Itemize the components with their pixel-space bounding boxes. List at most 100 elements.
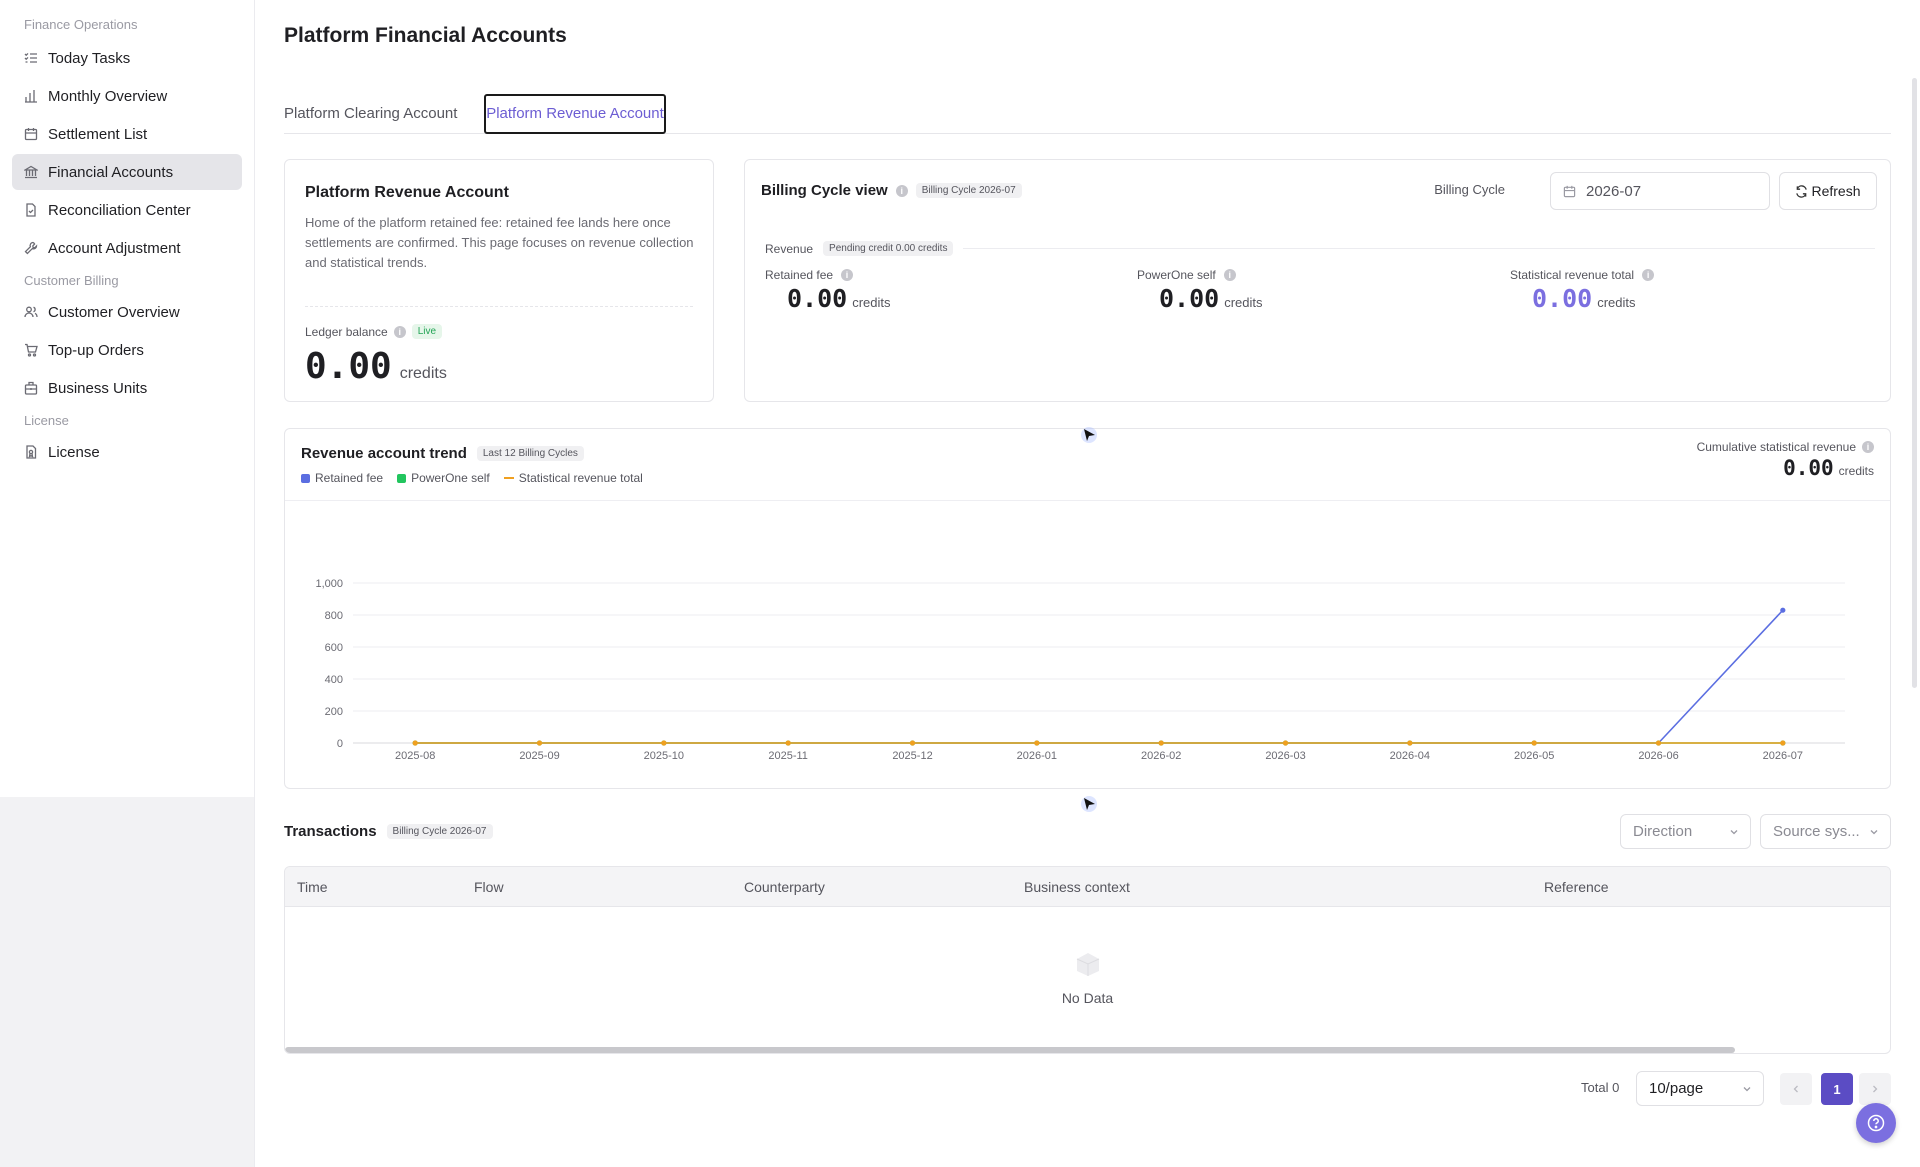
sidebar-footer-area (0, 797, 255, 1167)
trend-header: Revenue account trend Last 12 Billing Cy… (301, 445, 584, 462)
legend-item[interactable]: PowerOne self (397, 471, 490, 485)
sidebar-item-label: Account Adjustment (48, 239, 181, 257)
column-header-reference[interactable]: Reference (1544, 879, 1609, 895)
info-icon[interactable]: i (895, 184, 908, 197)
nav-section-title: Finance Operations (24, 17, 138, 32)
y-tick-label: 600 (325, 642, 343, 654)
metric-unit: credits (1597, 295, 1636, 310)
legend-item[interactable]: Retained fee (301, 471, 383, 485)
revenue-label: Revenue (765, 241, 814, 256)
metric-powerone-self: PowerOne self i 0.00 credits (1137, 268, 1263, 313)
column-header-time[interactable]: Time (297, 879, 328, 895)
tab-platform-revenue-account[interactable]: Platform Revenue Account (484, 94, 666, 134)
data-point (1282, 740, 1289, 746)
legend-item[interactable]: Statistical revenue total (503, 471, 643, 485)
chevron-down-icon (1743, 1086, 1751, 1091)
metric-statistical-revenue-total: Statistical revenue total i 0.00 credits (1510, 268, 1655, 313)
x-tick-label: 2025-10 (644, 750, 684, 762)
revenue-trend-chart: 0 200 400 600 800 1,000 2025-08 2025-09 2025-10 2… (315, 578, 1845, 762)
sidebar-item-label: Reconciliation Center (48, 201, 191, 219)
sidebar-item-account-adjustment[interactable]: Account Adjustment (12, 230, 242, 266)
info-icon[interactable]: i (1862, 441, 1874, 453)
list-check-icon (24, 51, 38, 65)
data-point (1407, 740, 1413, 746)
transactions-header: Transactions Billing Cycle 2026-07 (284, 823, 493, 840)
info-icon[interactable]: i (1223, 269, 1236, 281)
tab-platform-clearing-account[interactable]: Platform Clearing Account (284, 105, 458, 122)
ledger-balance-unit: credits (399, 365, 447, 382)
live-badge: Live (411, 324, 443, 339)
sidebar: Finance Operations Today Tasks Monthly O… (0, 0, 255, 797)
divider (963, 248, 1875, 249)
sidebar-item-label: Business Units (48, 379, 148, 397)
account-card-title: Platform Revenue Account (305, 184, 509, 201)
column-header-flow[interactable]: Flow (474, 879, 504, 895)
nav-section-finance: Finance Operations Today Tasks Monthly O… (0, 10, 254, 266)
data-point (1780, 607, 1786, 613)
nav-section-license: License License (0, 408, 254, 470)
chevron-left-icon (1793, 1085, 1798, 1093)
info-icon[interactable]: i (1642, 269, 1655, 281)
legend-label: Retained fee (315, 471, 384, 485)
sidebar-item-financial-accounts[interactable]: Financial Accounts (12, 154, 242, 190)
sidebar-item-reconciliation-center[interactable]: Reconciliation Center (12, 192, 242, 228)
ledger-balance-value: 0.00 (305, 346, 392, 387)
data-point (1531, 740, 1537, 746)
billing-cycle-picker[interactable]: 2026-07 (1550, 172, 1770, 210)
sidebar-item-license[interactable]: License (12, 434, 242, 470)
sidebar-item-monthly-overview[interactable]: Monthly Overview (12, 78, 242, 114)
sidebar-item-label: Settlement List (48, 125, 148, 143)
cart-icon (24, 343, 38, 357)
metric-unit: credits (1224, 295, 1263, 310)
sidebar-item-settlement-list[interactable]: Settlement List (12, 116, 242, 152)
sidebar-item-label: Monthly Overview (48, 87, 168, 105)
sidebar-item-business-units[interactable]: Business Units (12, 370, 242, 406)
y-tick-label: 0 (337, 738, 343, 750)
ledger-balance-value-row: 0.00 credits (305, 346, 447, 387)
sidebar-item-today-tasks[interactable]: Today Tasks (12, 40, 242, 76)
ledger-balance-row: Ledger balance i Live (305, 324, 443, 339)
info-icon[interactable]: i (393, 325, 406, 338)
next-page-button[interactable] (1859, 1073, 1891, 1105)
y-tick-label: 800 (325, 610, 343, 622)
column-header-business-context[interactable]: Business context (1024, 879, 1130, 895)
x-tick-label: 2026-05 (1514, 750, 1554, 762)
prev-page-button[interactable] (1780, 1073, 1812, 1105)
billing-cycle-label: Billing Cycle (1434, 182, 1505, 197)
metric-unit: credits (852, 295, 891, 310)
x-tick-label: 2025-12 (892, 750, 932, 762)
empty-state: No Data (285, 949, 1890, 1006)
y-tick-label: 1,000 (315, 578, 343, 590)
refresh-button[interactable]: Refresh (1779, 172, 1877, 210)
cumulative-revenue: Cumulative statistical revenue i 0.00 cred… (1697, 440, 1874, 480)
cumulative-unit: credits (1838, 464, 1874, 478)
series-line (415, 609, 1784, 744)
page-title: Platform Financial Accounts (284, 24, 567, 47)
billing-cycle-badge: Billing Cycle 2026-07 (915, 183, 1022, 198)
page-size-select[interactable]: 10/page (1636, 1071, 1764, 1106)
sidebar-item-customer-overview[interactable]: Customer Overview (12, 294, 242, 330)
source-system-select[interactable]: Source sys... (1760, 814, 1891, 849)
horizontal-scrollbar[interactable] (285, 1047, 1735, 1053)
info-icon[interactable]: i (841, 269, 854, 281)
y-tick-label: 400 (325, 674, 343, 686)
metric-value: 0.00 (787, 284, 848, 313)
page-number-button[interactable]: 1 (1821, 1073, 1853, 1105)
transactions-title: Transactions (284, 823, 377, 840)
help-button[interactable] (1856, 1103, 1896, 1143)
billing-cycle-value: 2026-07 (1586, 182, 1642, 200)
page-scrollbar[interactable] (1912, 78, 1917, 688)
x-tick-label: 2025-08 (395, 750, 435, 762)
column-header-counterparty[interactable]: Counterparty (744, 879, 825, 895)
x-tick-label: 2025-11 (768, 750, 808, 762)
data-point (412, 740, 418, 746)
sidebar-item-top-up-orders[interactable]: Top-up Orders (12, 332, 242, 368)
x-tick-label: 2026-07 (1763, 750, 1803, 762)
revenue-trend-card: Revenue account trend Last 12 Billing Cy… (284, 428, 1891, 789)
nav-section-title: Customer Billing (24, 273, 119, 288)
direction-select[interactable]: Direction (1620, 814, 1751, 849)
metric-value: 0.00 (1159, 284, 1220, 313)
legend-label: PowerOne self (411, 471, 490, 485)
direction-placeholder: Direction (1633, 823, 1693, 840)
sidebar-item-label: Financial Accounts (48, 163, 174, 181)
